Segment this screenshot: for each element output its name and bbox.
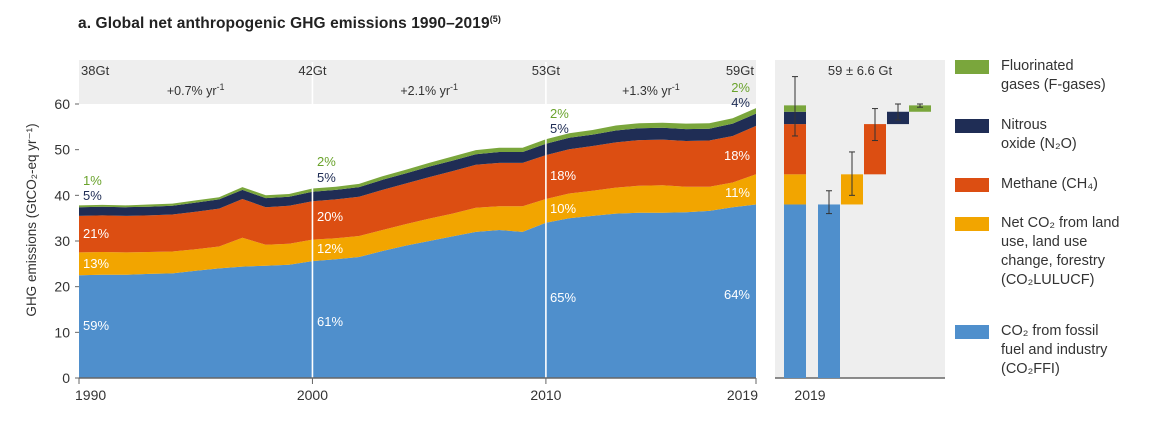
waterfall-title: 59 ± 6.6 Gt [828,63,893,78]
chart-title-footnote: (5) [489,14,501,24]
total-2010: 53Gt [532,63,561,78]
share-ffi-1990: 59% [83,318,109,333]
x-tick-label-2019: 2019 [727,387,758,403]
share-ch4-2000: 20% [317,209,343,224]
y-axis-title: GHG emissions (GtCO₂-eq yr⁻¹) [24,123,39,316]
share-ffi-2019: 64% [724,287,750,302]
share-ch4-1990: 21% [83,226,109,241]
y-tick-label-30: 30 [54,233,70,249]
share-lulucf-2010: 10% [550,201,576,216]
stack-bar-lulucf [784,174,806,205]
stack-bar-ffi [784,204,806,378]
chart-title-text: a. Global net anthropogenic GHG emission… [78,15,490,33]
share-n2o-2010: 5% [550,121,569,136]
totals-band [79,60,756,104]
legend-label-ffi: CO₂ from fossil fuel and industry (CO₂FF… [1001,323,1108,377]
share-fgases-2000: 2% [317,154,336,169]
area-lulucf [79,174,756,276]
legend-swatch-lulucf [955,217,989,231]
legend-label-lulucf: Net CO₂ from land use, land use change, … [1001,215,1120,288]
x-tick-label-2010: 2010 [530,387,561,403]
share-lulucf-2000: 12% [317,241,343,256]
growth-rate-1990-2000: +0.7% yr-1 [167,82,225,98]
y-tick-label-40: 40 [54,187,70,203]
legend-label-fgases: Fluorinated gases (F-gases) [1001,58,1106,93]
growth-rate-2000-2010: +2.1% yr-1 [400,82,458,98]
waterfall-bar-fgases [909,105,931,112]
share-fgases-2019: 2% [731,80,750,95]
x-tick-label-2000: 2000 [297,387,328,403]
share-lulucf-2019: 11% [725,185,750,200]
area-fgases [79,108,756,208]
y-tick-label-10: 10 [54,324,70,340]
share-n2o-2000: 5% [317,170,336,185]
x-tick-label-1990: 1990 [75,387,106,403]
share-ch4-2010: 18% [550,168,576,183]
share-ffi-2000: 61% [317,314,343,329]
stack-bar-ch4 [784,124,806,175]
total-1990: 38Gt [81,63,110,78]
area-ffi [79,204,756,378]
waterfall-bar-ch4 [864,124,886,175]
legend-swatch-n2o [955,119,989,133]
legend-swatch-ffi [955,325,989,339]
waterfall-bar-ffi [818,204,840,378]
y-tick-label-50: 50 [54,142,70,158]
legend-swatch-fgases [955,60,989,74]
share-n2o-1990: 5% [83,188,102,203]
share-fgases-1990: 1% [83,173,102,188]
share-fgases-2010: 2% [550,106,569,121]
area-n2o [79,113,756,216]
share-lulucf-1990: 13% [83,256,109,271]
waterfall-x-label: 2019 [794,387,825,403]
share-n2o-2019: 4% [731,95,750,110]
area-ch4 [79,125,756,253]
legend-swatch-ch4 [955,178,989,192]
total-2000: 42Gt [298,63,327,78]
chart-title: a. Global net anthropogenic GHG emission… [78,14,501,33]
total-2019: 59Gt [726,63,755,78]
y-tick-label-20: 20 [54,279,70,295]
share-ch4-2019: 18% [724,148,750,163]
growth-rate-2010-2019: +1.3% yr-1 [622,82,680,98]
legend-label-ch4: Methane (CH₄) [1001,176,1098,192]
legend-label-n2o: Nitrous oxide (N₂O) [1001,117,1077,152]
y-tick-label-0: 0 [62,370,70,386]
y-tick-label-60: 60 [54,96,70,112]
share-ffi-2010: 65% [550,290,576,305]
